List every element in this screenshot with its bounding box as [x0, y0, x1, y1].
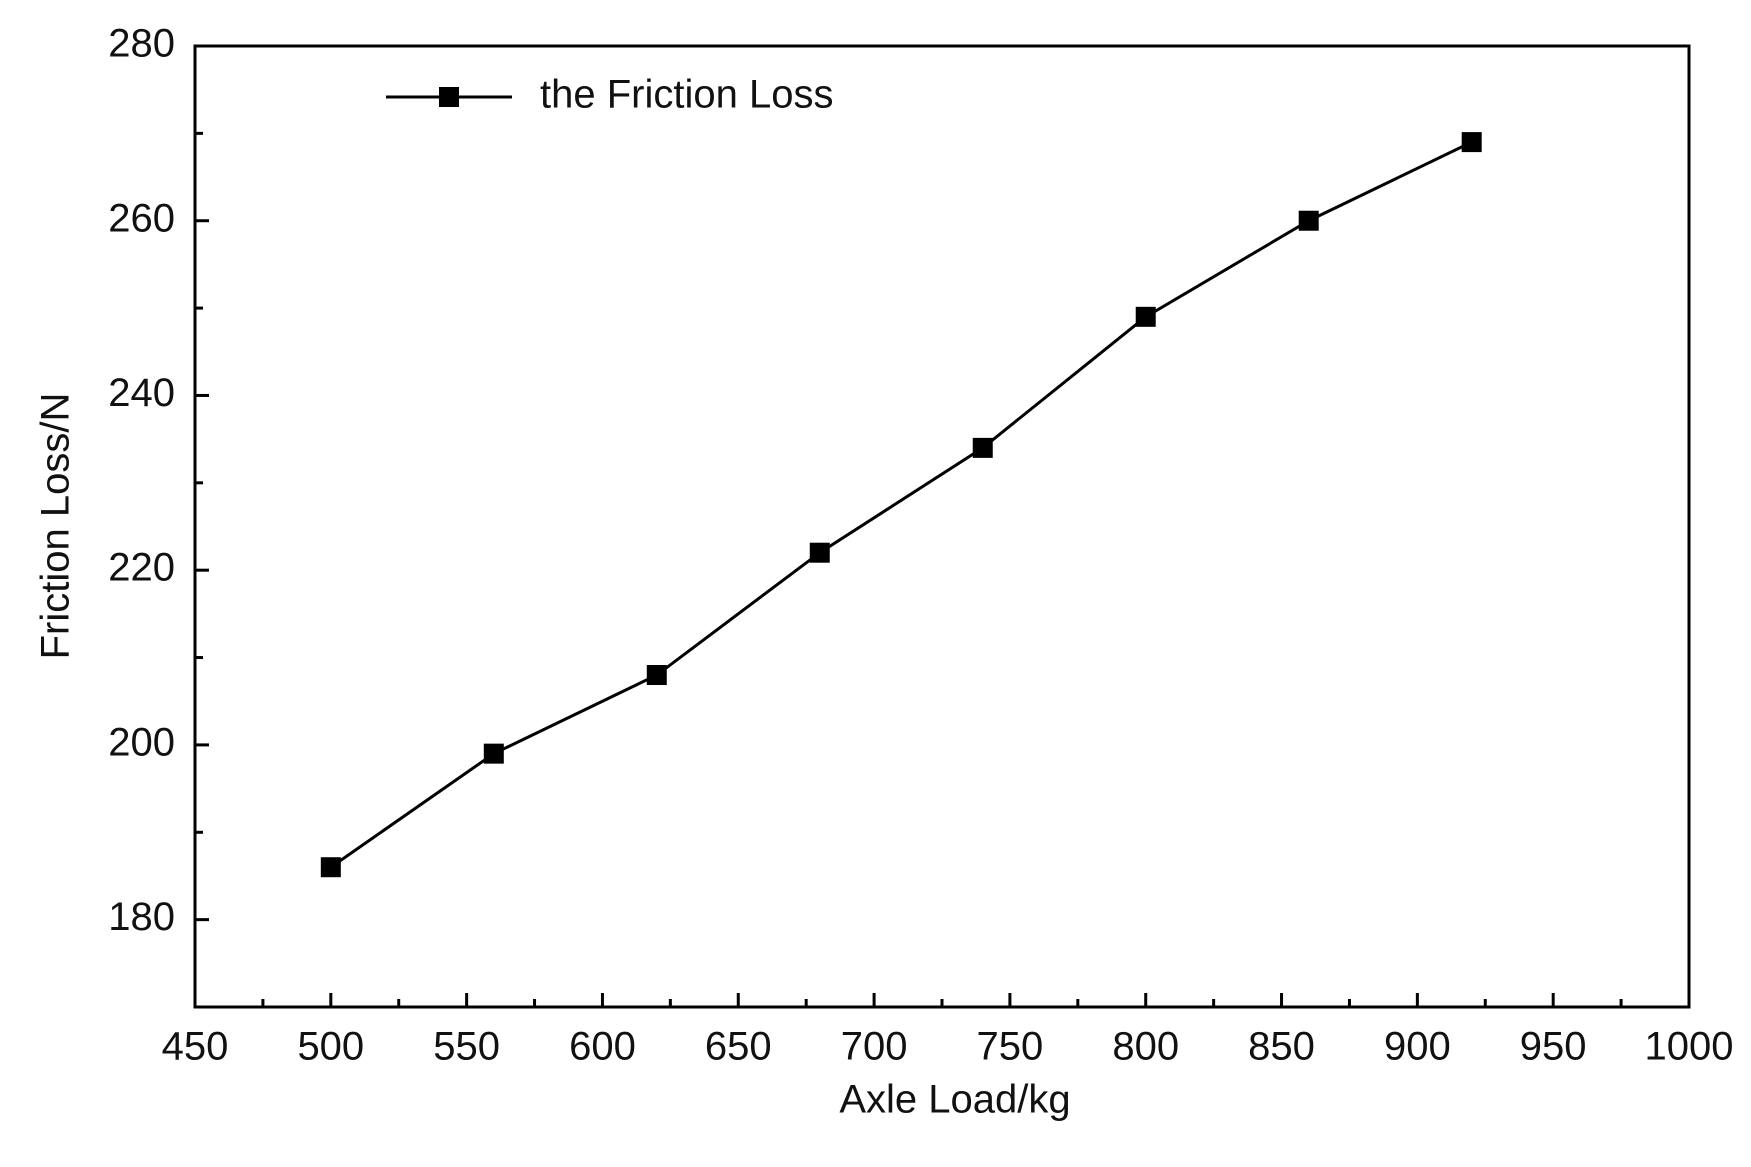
y-tick-label: 180 — [108, 895, 175, 939]
point — [972, 437, 993, 458]
point — [646, 665, 667, 686]
point — [1461, 132, 1482, 153]
legend-label: the Friction Loss — [540, 73, 833, 117]
series-line — [329, 140, 1473, 869]
x-tick-label: 850 — [1248, 1025, 1315, 1069]
x-tick-label: 1000 — [1645, 1025, 1734, 1069]
point — [1298, 210, 1319, 231]
x-tick-label: 950 — [1520, 1025, 1587, 1069]
x-tick-label: 550 — [433, 1025, 500, 1069]
point — [1135, 306, 1156, 327]
x-tick-label: 650 — [705, 1025, 772, 1069]
point — [809, 542, 830, 563]
legend-marker — [439, 87, 459, 107]
x-tick-label: 500 — [297, 1025, 364, 1069]
point — [483, 743, 504, 764]
x-axis-label: Axle Load/kg — [839, 1078, 1070, 1122]
y-axis-label: Friction Loss/N — [34, 393, 78, 660]
y-tick-label: 200 — [108, 720, 175, 764]
point — [320, 857, 341, 878]
x-tick-label: 600 — [569, 1025, 636, 1069]
y-tick-label: 260 — [108, 196, 175, 240]
x-tick-label: 700 — [841, 1025, 908, 1069]
y-tick-label: 240 — [108, 371, 175, 415]
y-tick-label: 280 — [108, 22, 175, 66]
plot-frame — [193, 44, 1691, 1009]
x-tick-label: 750 — [977, 1025, 1044, 1069]
y-tick-label: 220 — [108, 546, 175, 590]
x-tick-label: 900 — [1384, 1025, 1451, 1069]
x-tick-label: 800 — [1112, 1025, 1179, 1069]
x-tick-label: 450 — [162, 1025, 229, 1069]
